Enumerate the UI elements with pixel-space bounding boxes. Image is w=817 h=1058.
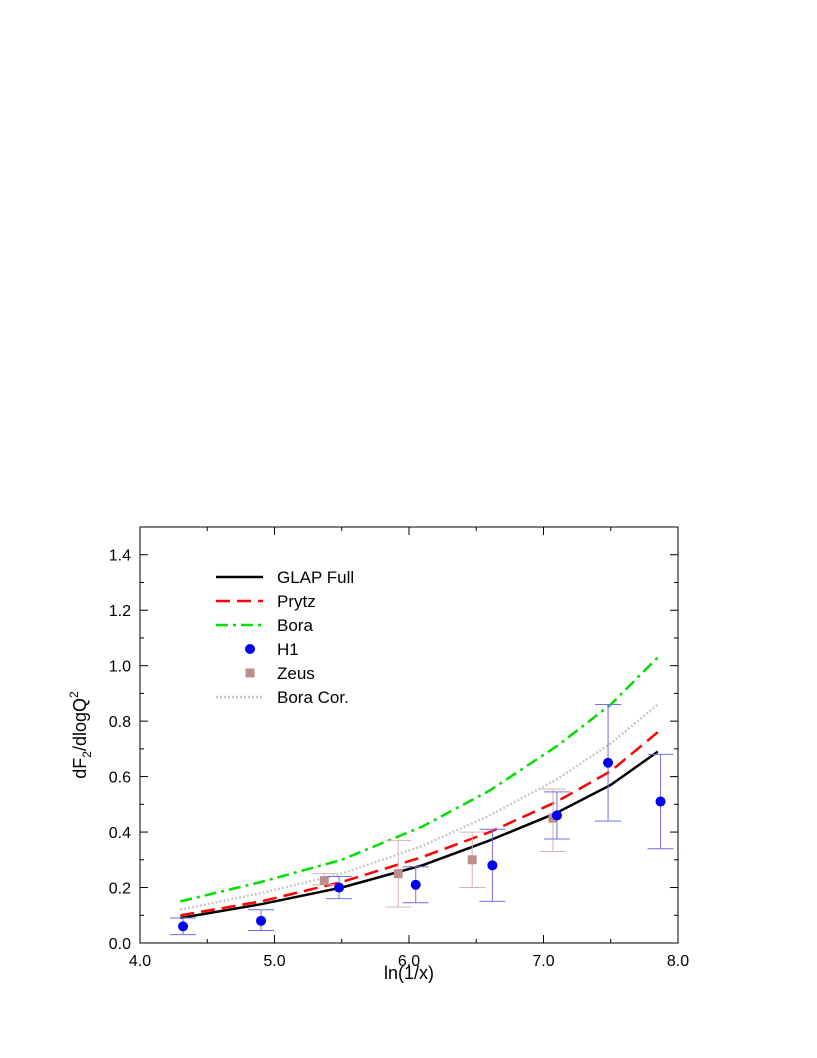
x-tick-label: 6.0	[398, 953, 420, 970]
series-zeus	[311, 788, 566, 908]
x-tick-label: 5.0	[263, 953, 285, 970]
data-point-zeus	[319, 876, 329, 886]
y-tick-label: 0.0	[109, 936, 131, 953]
legend-label: GLAP Full	[277, 568, 354, 587]
legend-swatch	[245, 668, 255, 678]
y-tick-label: 0.8	[109, 714, 131, 731]
x-axis-label: ln(1/x)	[384, 963, 434, 983]
series-glap-full	[180, 750, 659, 920]
legend: GLAP Full Prytz Bora H1 Zeus Bora Cor.	[216, 568, 354, 707]
legend-label: Prytz	[277, 592, 316, 611]
x-tick-label: 7.0	[532, 953, 554, 970]
data-point-h1	[551, 810, 562, 821]
y-axis-label-rest: /dlogQ	[70, 698, 90, 751]
data-point-h1	[487, 860, 498, 871]
series-line-glap-full	[180, 750, 659, 920]
y-tick-label: 0.6	[109, 770, 131, 787]
series-layer	[170, 656, 674, 936]
legend-item-prytz: Prytz	[216, 592, 316, 611]
y-tick-label: 1.2	[109, 603, 131, 620]
legend-item-bora-cor: Bora Cor.	[216, 688, 349, 707]
data-point-h1	[256, 915, 267, 926]
data-point-h1	[603, 757, 614, 768]
y-tick-label: 0.4	[109, 825, 131, 842]
legend-label: H1	[277, 640, 299, 659]
y-tick-label: 1.0	[109, 659, 131, 676]
legend-item-bora: Bora	[216, 616, 313, 635]
plot-area	[139, 526, 679, 944]
y-axis-label-main: dF	[70, 758, 90, 779]
x-tick-label: 4.0	[129, 953, 151, 970]
y-tick-label: 1.4	[109, 548, 131, 565]
x-tick-labels: 4.0 5.0 6.0 7.0 8.0	[129, 953, 689, 970]
legend-swatch	[245, 644, 255, 654]
legend-label: Bora	[277, 616, 313, 635]
legend-label: Bora Cor.	[277, 688, 349, 707]
data-point-zeus	[393, 869, 403, 879]
x-tick-label: 8.0	[667, 953, 689, 970]
y-axis-label-subscript: 2	[80, 751, 94, 758]
series-bora-cor	[180, 703, 659, 911]
y-tick-labels: 0.0 0.2 0.4 0.6 0.8 1.0 1.2 1.4	[109, 548, 131, 953]
data-point-h1	[334, 882, 345, 893]
series-line-bora-cor	[180, 703, 659, 911]
data-point-h1	[655, 796, 666, 807]
axis-ticks	[139, 526, 679, 944]
legend-item-glap-full: GLAP Full	[216, 568, 354, 587]
series-line-prytz	[180, 731, 659, 917]
series-prytz	[180, 731, 659, 917]
series-line-bora	[180, 656, 659, 903]
data-point-h1	[178, 921, 189, 932]
data-point-zeus	[467, 855, 477, 865]
y-axis-label: dF2/dlogQ2	[67, 691, 94, 779]
legend-label: Zeus	[277, 664, 315, 683]
y-axis-label-superscript: 2	[67, 691, 81, 698]
legend-item-zeus: Zeus	[245, 664, 315, 683]
y-tick-label: 0.2	[109, 881, 131, 898]
legend-item-h1: H1	[245, 640, 299, 659]
series-bora	[180, 656, 659, 903]
data-point-h1	[410, 879, 421, 890]
series-h1	[170, 703, 674, 936]
